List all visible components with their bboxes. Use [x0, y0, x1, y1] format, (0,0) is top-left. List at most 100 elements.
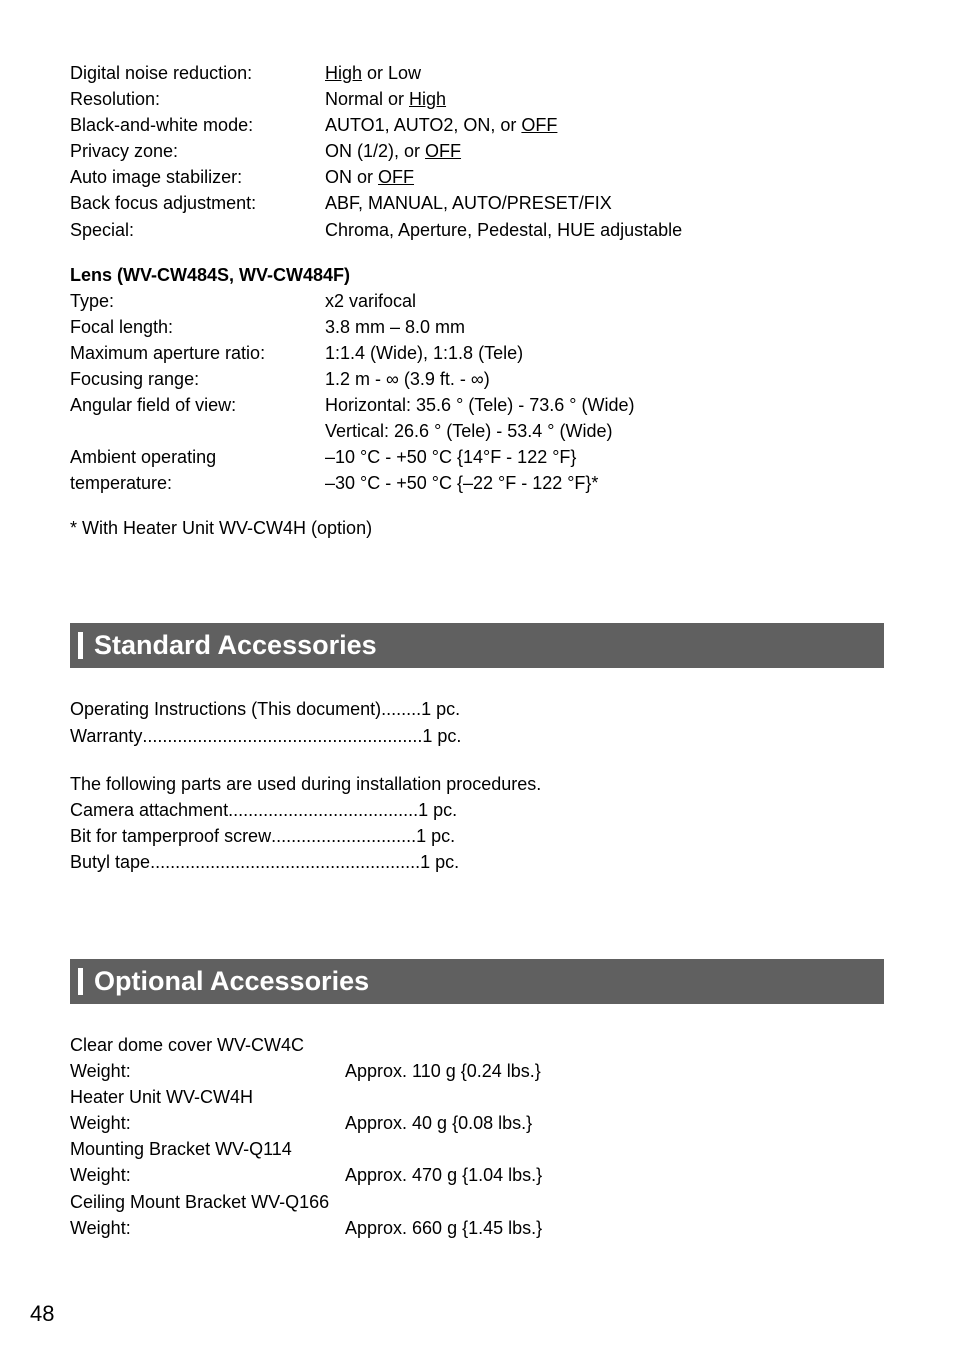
weight-label: Weight:: [70, 1110, 345, 1136]
item-name: Camera attachment: [70, 797, 228, 823]
spec-label: Back focus adjustment:: [70, 190, 325, 216]
spec-row: Angular field of view:Horizontal: 35.6 °…: [70, 392, 884, 418]
optional-item-name: Clear dome cover WV-CW4C: [70, 1032, 884, 1058]
item-qty: 1 pc.: [416, 823, 455, 849]
leader-dots: .............................: [271, 823, 416, 849]
spec-row: Special:Chroma, Aperture, Pedestal, HUE …: [70, 217, 884, 243]
weight-value: Approx. 40 g {0.08 lbs.}: [345, 1110, 532, 1136]
spec-label: Digital noise reduction:: [70, 60, 325, 86]
spec-label: [70, 418, 325, 444]
spec-value: –10 °C - +50 °C {14°F - 122 °F}: [325, 444, 884, 470]
underlined-default: High: [325, 63, 362, 83]
spec-label: temperature:: [70, 470, 325, 496]
spec-value: AUTO1, AUTO2, ON, or OFF: [325, 112, 884, 138]
standard-accessories-block: Operating Instructions (This document) .…: [70, 696, 884, 875]
spec-label: Privacy zone:: [70, 138, 325, 164]
spec-row: Resolution:Normal or High: [70, 86, 884, 112]
spec-value: ABF, MANUAL, AUTO/PRESET/FIX: [325, 190, 884, 216]
spec-label: Auto image stabilizer:: [70, 164, 325, 190]
footnote: * With Heater Unit WV-CW4H (option): [70, 518, 884, 539]
spec-value: ON (1/2), or OFF: [325, 138, 884, 164]
spec-value: x2 varifocal: [325, 288, 884, 314]
install-note: The following parts are used during inst…: [70, 771, 884, 797]
page-number: 48: [30, 1301, 54, 1327]
spec-value: –30 °C - +50 °C {–22 °F - 122 °F}*: [325, 470, 884, 496]
underlined-default: OFF: [521, 115, 557, 135]
optional-item-weight-row: Weight:Approx. 40 g {0.08 lbs.}: [70, 1110, 884, 1136]
spec-label: Resolution:: [70, 86, 325, 112]
spec-row: Vertical: 26.6 ° (Tele) - 53.4 ° (Wide): [70, 418, 884, 444]
item-name: Operating Instructions (This document): [70, 696, 381, 722]
spec-row: Back focus adjustment:ABF, MANUAL, AUTO/…: [70, 190, 884, 216]
item-qty: 1 pc.: [420, 849, 459, 875]
optional-item-weight-row: Weight:Approx. 110 g {0.24 lbs.}: [70, 1058, 884, 1084]
underlined-default: OFF: [425, 141, 461, 161]
spec-row: Digital noise reduction:High or Low: [70, 60, 884, 86]
optional-item-weight-row: Weight:Approx. 470 g {1.04 lbs.}: [70, 1162, 884, 1188]
item-qty: 1 pc.: [418, 797, 457, 823]
optional-accessories-title: Optional Accessories: [70, 966, 369, 996]
lens-heading: Lens (WV-CW484S, WV-CW484F): [70, 265, 884, 286]
standard-accessories-title: Standard Accessories: [70, 630, 377, 660]
optional-item-weight-row: Weight:Approx. 660 g {1.45 lbs.}: [70, 1215, 884, 1241]
item-name: Warranty: [70, 723, 142, 749]
weight-label: Weight:: [70, 1215, 345, 1241]
spec-value: 1:1.4 (Wide), 1:1.8 (Tele): [325, 340, 884, 366]
spec-row: Black-and-white mode:AUTO1, AUTO2, ON, o…: [70, 112, 884, 138]
header-tick-icon: [78, 632, 83, 659]
list-item: Bit for tamperproof screw ..............…: [70, 823, 884, 849]
spec-label: Focusing range:: [70, 366, 325, 392]
list-item: Warranty ...............................…: [70, 723, 884, 749]
underlined-default: High: [409, 89, 446, 109]
weight-label: Weight:: [70, 1058, 345, 1084]
list-item: Operating Instructions (This document) .…: [70, 696, 884, 722]
spec-label: Black-and-white mode:: [70, 112, 325, 138]
top-specs: Digital noise reduction:High or LowResol…: [70, 60, 884, 243]
optional-item-name: Heater Unit WV-CW4H: [70, 1084, 884, 1110]
spec-value: High or Low: [325, 60, 884, 86]
weight-value: Approx. 110 g {0.24 lbs.}: [345, 1058, 541, 1084]
weight-label: Weight:: [70, 1162, 345, 1188]
header-tick-icon: [78, 968, 83, 995]
item-name: Bit for tamperproof screw: [70, 823, 271, 849]
item-qty: 1 pc.: [421, 696, 460, 722]
optional-item-name: Ceiling Mount Bracket WV-Q166: [70, 1189, 884, 1215]
spec-row: Type:x2 varifocal: [70, 288, 884, 314]
weight-value: Approx. 470 g {1.04 lbs.}: [345, 1162, 542, 1188]
list-item: Camera attachment ......................…: [70, 797, 884, 823]
weight-value: Approx. 660 g {1.45 lbs.}: [345, 1215, 542, 1241]
spec-label: Focal length:: [70, 314, 325, 340]
leader-dots: ........................................…: [150, 849, 420, 875]
spec-label: Angular field of view:: [70, 392, 325, 418]
leader-dots: ........................................…: [142, 723, 422, 749]
spec-row: Focusing range:1.2 m - ∞ (3.9 ft. - ∞): [70, 366, 884, 392]
optional-accessories-header: Optional Accessories: [70, 959, 884, 1004]
spec-row: Ambient operating–10 °C - +50 °C {14°F -…: [70, 444, 884, 470]
spec-row: Privacy zone:ON (1/2), or OFF: [70, 138, 884, 164]
spec-row: Focal length:3.8 mm – 8.0 mm: [70, 314, 884, 340]
spec-row: Auto image stabilizer:ON or OFF: [70, 164, 884, 190]
spec-value: ON or OFF: [325, 164, 884, 190]
standard-accessories-header: Standard Accessories: [70, 623, 884, 668]
spec-value: 1.2 m - ∞ (3.9 ft. - ∞): [325, 366, 884, 392]
spec-value: Chroma, Aperture, Pedestal, HUE adjustab…: [325, 217, 884, 243]
spec-value: Normal or High: [325, 86, 884, 112]
spec-label: Maximum aperture ratio:: [70, 340, 325, 366]
item-qty: 1 pc.: [422, 723, 461, 749]
spec-value: 3.8 mm – 8.0 mm: [325, 314, 884, 340]
spec-row: temperature:–30 °C - +50 °C {–22 °F - 12…: [70, 470, 884, 496]
spec-value: Horizontal: 35.6 ° (Tele) - 73.6 ° (Wide…: [325, 392, 884, 418]
leader-dots: ......................................: [228, 797, 418, 823]
optional-accessories-block: Clear dome cover WV-CW4CWeight:Approx. 1…: [70, 1032, 884, 1241]
lens-specs: Type:x2 varifocalFocal length:3.8 mm – 8…: [70, 288, 884, 497]
spec-label: Ambient operating: [70, 444, 325, 470]
spec-label: Special:: [70, 217, 325, 243]
optional-item-name: Mounting Bracket WV-Q114: [70, 1136, 884, 1162]
spec-label: Type:: [70, 288, 325, 314]
spec-row: Maximum aperture ratio:1:1.4 (Wide), 1:1…: [70, 340, 884, 366]
spec-value: Vertical: 26.6 ° (Tele) - 53.4 ° (Wide): [325, 418, 884, 444]
underlined-default: OFF: [378, 167, 414, 187]
item-name: Butyl tape: [70, 849, 150, 875]
leader-dots: ........: [381, 696, 421, 722]
list-item: Butyl tape .............................…: [70, 849, 884, 875]
